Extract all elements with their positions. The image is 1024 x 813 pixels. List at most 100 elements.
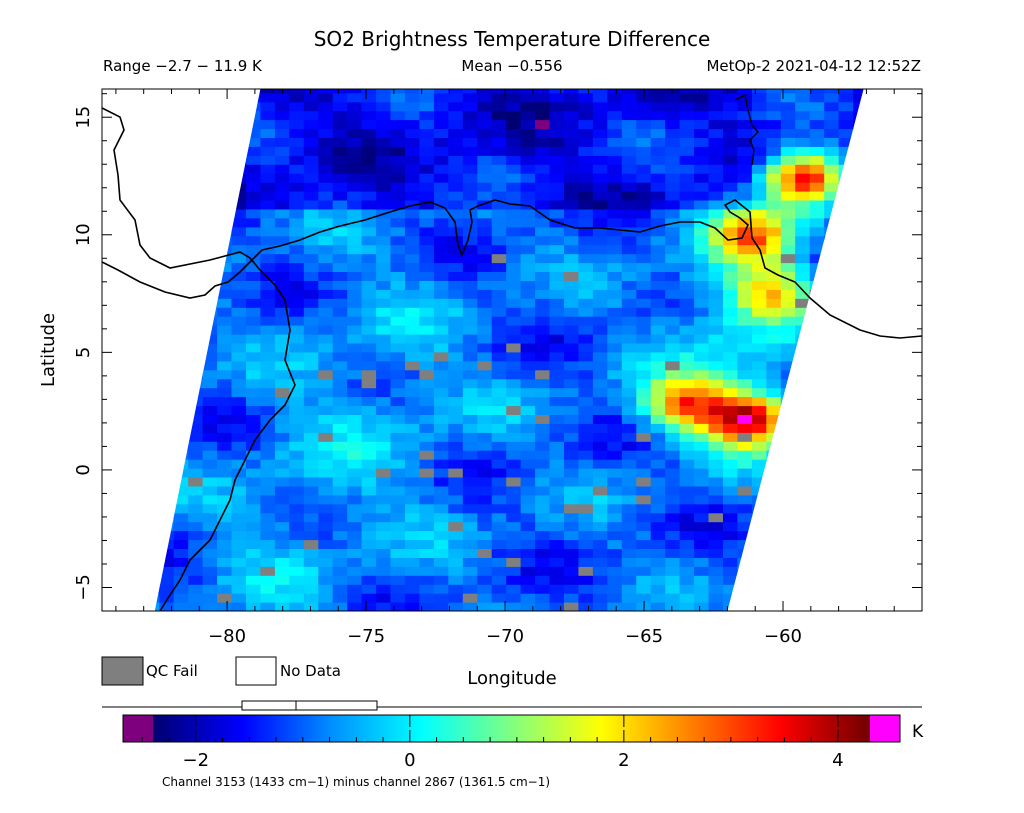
data-pixel <box>838 101 854 112</box>
data-pixel <box>520 262 536 272</box>
data-pixel <box>289 128 305 138</box>
data-pixel <box>795 244 811 255</box>
data-pixel <box>578 334 594 344</box>
data-pixel <box>737 325 753 335</box>
data-pixel <box>607 271 623 281</box>
data-pixel <box>795 164 811 174</box>
qc-fail-pixel <box>564 503 580 514</box>
data-pixel <box>679 360 695 371</box>
data-pixel <box>433 485 449 496</box>
data-pixel <box>390 119 406 130</box>
data-pixel <box>202 423 218 433</box>
data-pixel <box>621 387 637 398</box>
data-pixel <box>708 325 724 335</box>
data-pixel <box>578 450 594 460</box>
data-pixel <box>723 128 739 138</box>
data-pixel <box>607 200 623 210</box>
data-pixel <box>332 584 348 594</box>
data-pixel <box>723 226 739 237</box>
legend-label-no-data: No Data <box>280 662 341 680</box>
data-pixel <box>318 575 334 585</box>
data-pixel <box>723 164 739 174</box>
data-pixel <box>332 423 348 433</box>
data-pixel <box>303 512 319 523</box>
data-pixel <box>405 191 421 201</box>
data-pixel <box>217 280 233 290</box>
data-pixel <box>592 602 608 611</box>
data-pixel <box>376 494 392 505</box>
data-pixel <box>679 262 695 272</box>
data-pixel <box>751 360 767 371</box>
data-pixel <box>390 414 406 424</box>
data-pixel <box>795 146 811 156</box>
data-pixel <box>679 512 695 523</box>
data-pixel <box>665 137 681 147</box>
data-pixel <box>188 602 204 611</box>
data-pixel <box>289 414 305 424</box>
data-pixel <box>650 441 666 451</box>
data-pixel <box>154 602 160 611</box>
data-pixel <box>405 557 421 567</box>
data-pixel <box>477 405 493 415</box>
data-pixel <box>318 226 334 237</box>
data-pixel <box>347 566 363 576</box>
data-pixel <box>650 432 666 442</box>
data-pixel <box>231 208 247 219</box>
data-pixel <box>665 316 681 326</box>
data-pixel <box>592 280 608 290</box>
data-pixel <box>274 494 290 505</box>
data-pixel <box>231 602 247 611</box>
data-pixel <box>332 557 348 567</box>
x-tick-label: −75 <box>347 626 385 647</box>
data-pixel <box>159 593 175 603</box>
data-pixel <box>231 387 247 398</box>
data-pixel <box>780 200 796 210</box>
data-pixel <box>766 307 782 317</box>
data-pixel <box>506 280 522 290</box>
data-pixel <box>303 593 319 603</box>
scroll-handle[interactable] <box>241 700 378 711</box>
data-pixel <box>549 423 565 433</box>
data-pixel <box>361 459 377 469</box>
data-pixel <box>477 432 493 442</box>
data-pixel <box>477 226 493 237</box>
data-pixel <box>274 423 290 433</box>
data-pixel <box>549 164 565 174</box>
data-pixel <box>535 262 551 272</box>
data-pixel <box>621 584 637 594</box>
data-pixel <box>332 530 348 541</box>
data-pixel <box>289 548 305 558</box>
data-pixel <box>419 387 435 398</box>
data-pixel <box>665 128 681 138</box>
data-pixel <box>433 432 449 442</box>
data-pixel <box>578 396 594 407</box>
data-pixel <box>665 530 681 541</box>
data-pixel <box>274 539 290 549</box>
data-pixel <box>462 182 478 192</box>
data-pixel <box>390 262 406 272</box>
qc-fail-pixel <box>737 432 753 442</box>
data-pixel <box>419 101 435 112</box>
data-pixel <box>564 307 580 317</box>
data-pixel <box>506 217 522 228</box>
qc-fail-pixel <box>506 557 522 567</box>
data-pixel <box>448 485 464 496</box>
data-pixel <box>723 503 739 514</box>
data-pixel <box>347 369 363 380</box>
data-pixel <box>592 182 608 192</box>
data-pixel <box>824 155 840 165</box>
data-pixel <box>592 191 608 201</box>
data-pixel <box>433 468 449 478</box>
scroll-indicator[interactable] <box>102 700 922 711</box>
data-pixel <box>433 396 449 407</box>
data-pixel <box>347 387 363 398</box>
data-pixel <box>549 200 565 210</box>
data-pixel <box>318 155 334 165</box>
data-pixel <box>303 164 319 174</box>
data-pixel <box>751 226 767 237</box>
data-pixel <box>520 155 536 165</box>
data-pixel <box>780 244 796 255</box>
data-pixel <box>795 119 811 130</box>
data-pixel <box>405 253 421 264</box>
coastline-north <box>734 93 759 166</box>
